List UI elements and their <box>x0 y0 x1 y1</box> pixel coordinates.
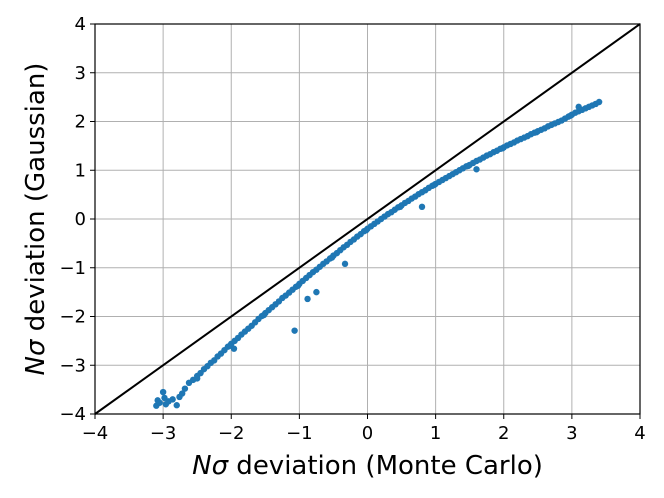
scatter-point <box>294 282 302 289</box>
scatter-point <box>313 288 320 296</box>
x-tick-label: 2 <box>498 423 509 444</box>
y-tick-label: −3 <box>59 355 86 376</box>
scatter-point <box>159 388 167 396</box>
x-tick-label: 3 <box>566 423 577 444</box>
axis-ticks: −4 −3 −2 −1 0 1 2 3 4 −4 −3 −2 −1 0 1 2 3 4 <box>59 14 645 444</box>
x-tick-label: 4 <box>634 423 645 444</box>
scatter-point <box>181 385 189 392</box>
scatter-point <box>567 112 574 119</box>
scatter-point <box>156 399 163 406</box>
y-tick-label: −2 <box>59 307 86 328</box>
y-tick-label: 4 <box>75 14 86 35</box>
scatter-points <box>153 98 603 409</box>
y-tick-label: 2 <box>75 112 86 133</box>
scatter-point <box>431 181 438 189</box>
scatter-point <box>304 295 311 303</box>
scatter-point <box>473 166 480 173</box>
scatter-point <box>173 402 180 409</box>
scatter-point <box>397 203 404 211</box>
x-axis-label: Nσ deviation (Monte Carlo) <box>192 451 543 481</box>
x-tick-label: 0 <box>362 423 373 444</box>
x-tick-label: −3 <box>150 423 177 444</box>
x-axis-label-symbol: σ <box>212 451 230 481</box>
x-axis-label-rest: deviation (Monte Carlo) <box>228 451 543 481</box>
scatter-point <box>575 103 582 111</box>
y-axis-label-rest: deviation (Gaussian) <box>21 63 51 340</box>
y-tick-label: −4 <box>59 404 86 425</box>
scatter-point <box>260 311 268 319</box>
scatter-point <box>328 254 336 261</box>
y-tick-label: 3 <box>75 63 86 84</box>
scatter-point <box>193 375 201 382</box>
scatter-point <box>341 260 349 268</box>
y-axis-label-prefix: N <box>21 356 51 375</box>
x-axis-label-prefix: N <box>192 451 211 481</box>
scatter-point <box>230 345 238 352</box>
y-axis-label: Nσ deviation (Gaussian) <box>21 63 51 376</box>
scatter-point <box>595 98 603 106</box>
scatter-point <box>291 327 298 334</box>
scatter-point <box>499 145 506 152</box>
scatter-point <box>161 394 168 402</box>
identity-reference-line <box>94 23 641 415</box>
y-tick-label: −1 <box>59 258 86 279</box>
x-tick-label: −2 <box>218 423 245 444</box>
y-tick-label: 1 <box>75 160 86 181</box>
x-tick-label: −4 <box>82 423 109 444</box>
y-tick-label: 0 <box>75 209 86 230</box>
scatter-point <box>179 390 186 397</box>
scatter-point <box>418 203 426 211</box>
x-tick-label: 1 <box>430 423 441 444</box>
scatter-point <box>533 129 540 136</box>
scatter-point <box>169 396 176 403</box>
y-axis-label-symbol: σ <box>21 338 51 356</box>
scatter-point <box>362 227 370 234</box>
x-tick-label: −1 <box>286 423 313 444</box>
scatter-point <box>465 162 472 170</box>
